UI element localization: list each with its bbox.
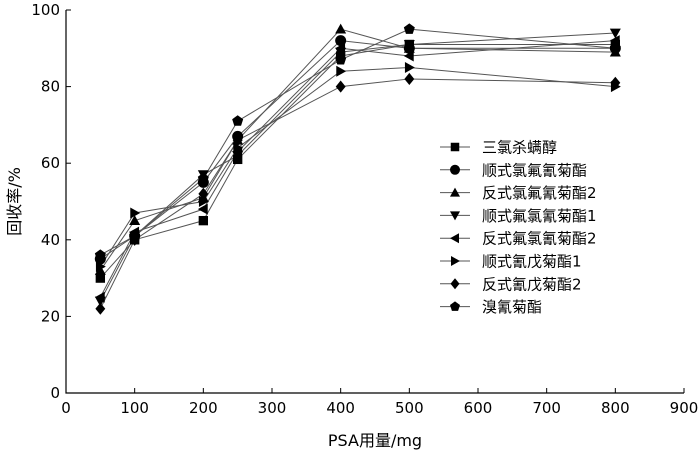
x-tick-label: 800 — [601, 399, 630, 417]
data-point-series-1 — [95, 273, 106, 283]
data-point-series-7 — [232, 134, 243, 147]
legend-label-2: 顺式氯氟氰菊酯 — [482, 161, 587, 179]
data-point-series-8 — [335, 54, 347, 65]
x-tick-label: 400 — [326, 399, 355, 417]
data-point-series-6 — [95, 261, 106, 273]
data-point-series-6 — [130, 207, 141, 219]
legend-marker-2 — [450, 164, 460, 175]
legend-marker-7 — [450, 278, 460, 290]
data-point-series-3 — [94, 264, 106, 275]
legend-marker-5 — [450, 233, 459, 244]
y-axis-title: 回收率/% — [5, 167, 24, 236]
data-point-series-1 — [198, 215, 209, 226]
legend-label-3: 反式氯氟氰菊酯2 — [482, 184, 597, 202]
data-point-series-8 — [609, 42, 621, 53]
data-point-series-8 — [232, 115, 244, 126]
legend-label-6: 顺式氰戊菊酯1 — [482, 253, 582, 271]
legend-marker-4 — [450, 211, 460, 221]
data-point-series-5 — [609, 35, 620, 47]
data-point-series-4 — [403, 40, 415, 50]
data-point-series-5 — [197, 203, 208, 215]
x-tick-label: 700 — [532, 399, 561, 417]
y-tick-label: 40 — [41, 231, 60, 249]
data-point-series-6 — [404, 61, 415, 73]
x-tick-label: 0 — [61, 399, 71, 417]
legend-marker-3 — [450, 187, 460, 197]
data-point-series-8 — [197, 172, 209, 184]
data-point-series-5 — [335, 42, 346, 54]
data-point-series-7 — [198, 187, 209, 200]
legend-marker-1 — [450, 142, 460, 152]
x-tick-label: 200 — [189, 399, 218, 417]
y-tick-label: 20 — [41, 307, 60, 325]
data-point-series-3 — [129, 215, 141, 226]
data-point-series-7 — [95, 302, 106, 315]
data-point-series-6 — [198, 196, 209, 207]
data-point-series-6 — [336, 65, 347, 77]
legend-label-4: 顺式氟氯氰菊酯1 — [482, 207, 597, 225]
x-axis-title: PSA用量/mg — [328, 431, 422, 450]
x-tick-label: 100 — [120, 399, 149, 417]
data-point-series-5 — [94, 291, 105, 303]
data-point-series-7 — [335, 80, 346, 93]
y-tick-label: 60 — [41, 154, 60, 172]
data-point-series-8 — [129, 230, 141, 241]
data-point-series-2 — [335, 35, 347, 47]
x-tick-label: 300 — [258, 399, 287, 417]
data-point-series-8 — [403, 23, 415, 34]
x-tick-label: 600 — [464, 399, 493, 417]
legend-label-8: 溴氰菊酯 — [482, 298, 542, 316]
x-tick-label: 900 — [670, 399, 699, 417]
data-point-series-7 — [404, 72, 415, 85]
x-tick-label: 500 — [395, 399, 424, 417]
legend-label-1: 三氯杀螨醇 — [482, 139, 557, 157]
y-tick-label: 0 — [50, 384, 60, 402]
axes: 0 100 200 300 400 500 600 700 800 900 0 20 40 60 80 100 — [31, 1, 698, 417]
legend-label-5: 反式氟氯氰菊酯2 — [482, 230, 597, 248]
data-point-series-8 — [94, 249, 106, 260]
y-tick-label: 100 — [31, 1, 60, 19]
legend-marker-8 — [450, 301, 460, 311]
data-point-series-6 — [233, 142, 244, 154]
data-point-series-4 — [609, 28, 621, 39]
y-tick-label: 80 — [41, 78, 60, 96]
data-point-series-5 — [403, 50, 414, 62]
data-point-series-3 — [335, 23, 347, 34]
series-markers — [94, 23, 621, 315]
legend-label-7: 反式氰戊菊酯2 — [482, 275, 582, 293]
legend-marker-6 — [451, 256, 460, 266]
data-point-series-7 — [610, 76, 621, 89]
